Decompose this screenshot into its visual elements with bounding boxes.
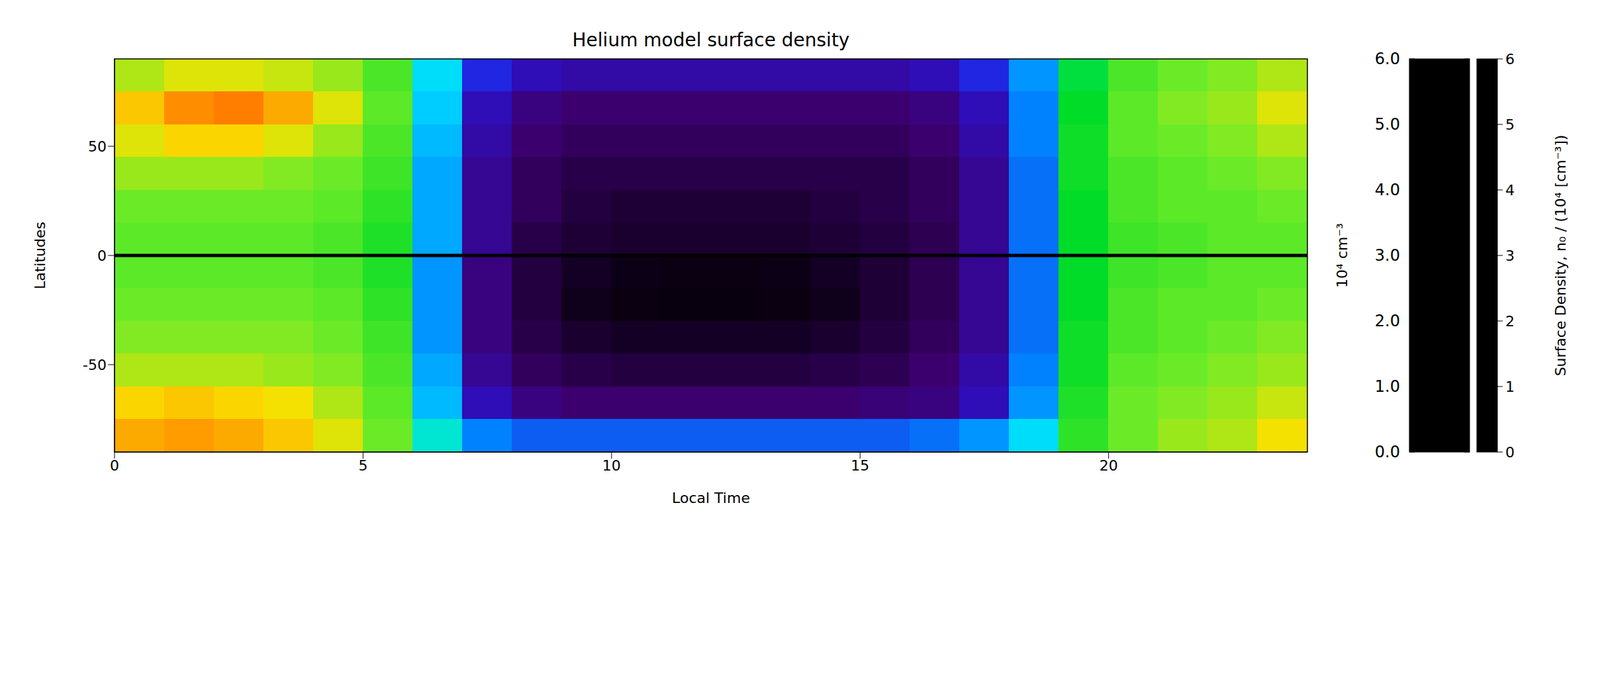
svg-text:0.0: 0.0 <box>1374 442 1401 462</box>
svg-text:3.0: 3.0 <box>1374 246 1401 265</box>
svg-text:0: 0 <box>97 247 107 265</box>
svg-text:1: 1 <box>1505 378 1515 396</box>
svg-text:10⁴ cm⁻³: 10⁴ cm⁻³ <box>1333 223 1351 288</box>
svg-text:6.0: 6.0 <box>1374 49 1401 69</box>
svg-text:Local Time: Local Time <box>671 489 751 507</box>
svg-text:5: 5 <box>1505 116 1515 134</box>
svg-text:-50: -50 <box>82 356 107 374</box>
svg-text:Latitudes: Latitudes <box>31 221 49 290</box>
svg-text:10: 10 <box>602 457 621 474</box>
svg-text:0: 0 <box>1505 444 1515 461</box>
svg-text:0: 0 <box>109 457 120 474</box>
svg-text:4: 4 <box>1505 182 1515 199</box>
svg-text:Surface Density, n₀ / (10⁴ [cm: Surface Density, n₀ / (10⁴ [cm⁻³]) <box>1552 135 1569 377</box>
html-text:Helium model surface density: Helium model surface density <box>572 29 850 51</box>
svg-text:6: 6 <box>1505 50 1515 68</box>
svg-text:1.0: 1.0 <box>1374 377 1401 396</box>
svg-text:15: 15 <box>850 457 870 474</box>
svg-text:50: 50 <box>88 138 107 155</box>
svg-text:5: 5 <box>358 457 368 474</box>
svg-text:2: 2 <box>1505 313 1515 330</box>
svg-text:20: 20 <box>1099 457 1119 474</box>
svg-text:2.0: 2.0 <box>1374 311 1401 331</box>
svg-text:4.0: 4.0 <box>1374 180 1401 200</box>
svg-text:3: 3 <box>1505 247 1515 265</box>
svg-text:5.0: 5.0 <box>1374 115 1401 134</box>
